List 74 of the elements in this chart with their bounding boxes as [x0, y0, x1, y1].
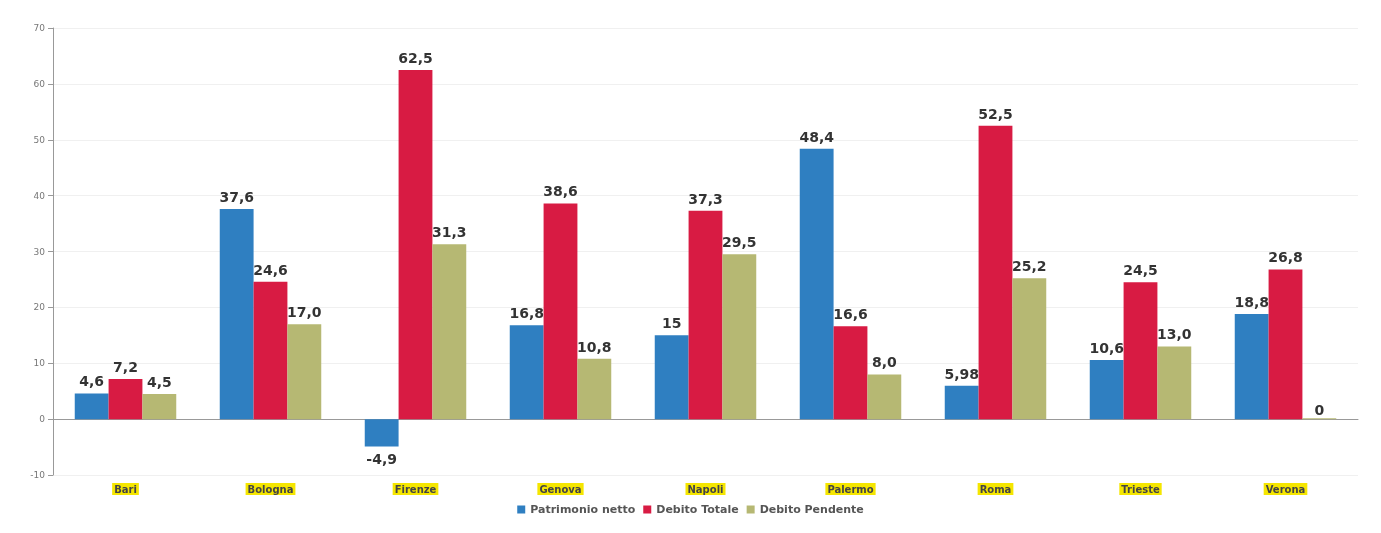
data-label: 26,8	[1268, 249, 1303, 266]
bar	[543, 203, 578, 420]
bar	[432, 244, 467, 420]
bar	[944, 385, 979, 420]
y-tick-label: -10	[30, 470, 46, 480]
bar	[253, 281, 288, 420]
bar	[509, 325, 544, 420]
data-label: 7,2	[113, 358, 138, 375]
data-label: 18,8	[1234, 294, 1269, 311]
bar	[867, 374, 902, 420]
bar	[1234, 314, 1269, 420]
x-tick-label: Palermo	[827, 483, 874, 495]
bar	[1012, 278, 1047, 420]
y-tick-label: 40	[33, 190, 46, 201]
bar	[74, 393, 109, 420]
data-label: 4,6	[79, 373, 105, 390]
y-tick-label: 0	[39, 414, 46, 425]
y-tick-label: 10	[33, 358, 46, 369]
data-label: 62,5	[398, 49, 433, 66]
bar	[142, 393, 177, 420]
x-tick-label: Genova	[539, 483, 582, 495]
data-label: -4,9	[366, 450, 397, 467]
data-label: 37,3	[688, 190, 723, 207]
data-label: 5,98	[944, 365, 979, 382]
x-tick-label: Bari	[114, 483, 137, 495]
bar	[722, 254, 757, 420]
data-label: 52,5	[978, 105, 1013, 122]
data-label: 16,6	[833, 306, 868, 323]
x-tick-label: Roma	[979, 483, 1012, 495]
bar	[799, 148, 834, 420]
legend-label: Debito Totale	[656, 503, 739, 516]
bar	[287, 324, 322, 420]
data-label: 24,6	[253, 261, 288, 278]
bar	[654, 335, 689, 420]
data-label: 48,4	[799, 128, 835, 145]
bar	[577, 358, 612, 420]
y-tick-label: 60	[33, 78, 46, 89]
data-label: 25,2	[1012, 258, 1047, 275]
data-label: 15	[661, 315, 682, 332]
y-tick-label: 70	[33, 23, 46, 33]
data-label: 4,5	[146, 373, 172, 390]
x-tick-label: Trieste	[1121, 483, 1160, 495]
x-tick-label: Bologna	[247, 483, 294, 495]
y-tick-label: 20	[33, 302, 46, 313]
data-label: 13,0	[1157, 326, 1192, 343]
legend-label: Debito Pendente	[759, 503, 864, 516]
x-tick-label: Firenze	[394, 483, 437, 495]
bar	[108, 378, 143, 420]
data-label: 29,5	[722, 234, 757, 251]
data-label: 8,0	[871, 354, 897, 371]
bar	[1123, 282, 1158, 420]
x-tick-label: Verona	[1265, 483, 1306, 495]
data-label: 16,8	[509, 305, 544, 322]
legend-label: Patrimonio netto	[530, 503, 636, 516]
bar	[219, 209, 254, 420]
bar	[978, 125, 1013, 420]
data-label: 17,0	[287, 304, 322, 321]
bar	[833, 326, 868, 420]
y-tick-label: 30	[33, 246, 46, 257]
x-tick-label: Napoli	[687, 483, 724, 495]
data-label: 0	[1314, 402, 1325, 419]
data-label: 24,5	[1123, 262, 1158, 279]
data-label: 10,6	[1089, 339, 1124, 356]
data-label: 31,3	[432, 224, 467, 241]
bar	[1268, 269, 1303, 420]
y-tick-label: 50	[33, 134, 46, 145]
data-label: 38,6	[543, 183, 578, 200]
data-label: 37,6	[219, 189, 254, 206]
bar	[688, 210, 723, 420]
bar	[364, 419, 399, 447]
bar	[398, 69, 433, 420]
data-label: 10,8	[577, 338, 612, 355]
bar	[1089, 359, 1124, 420]
bar	[1157, 346, 1192, 420]
